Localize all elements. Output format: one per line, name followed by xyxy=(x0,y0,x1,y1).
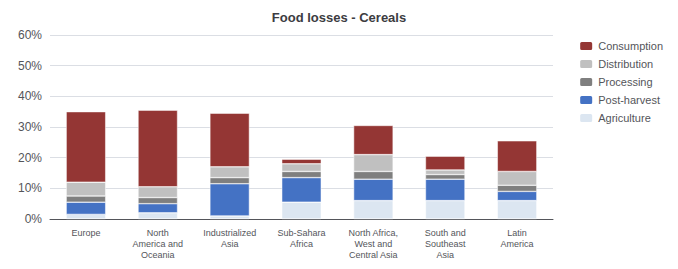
svg-text:Processing: Processing xyxy=(598,76,652,88)
svg-text:Consumption: Consumption xyxy=(598,40,663,52)
svg-text:0%: 0% xyxy=(25,212,43,226)
svg-text:America: America xyxy=(501,239,534,249)
svg-text:50%: 50% xyxy=(18,59,42,73)
svg-text:Central Asia: Central Asia xyxy=(349,250,398,260)
svg-text:Sub-Sahara: Sub-Sahara xyxy=(277,228,325,238)
svg-text:North: North xyxy=(147,228,169,238)
svg-text:Agriculture: Agriculture xyxy=(598,112,651,124)
svg-text:Industrialized: Industrialized xyxy=(203,228,256,238)
svg-text:North Africa,: North Africa, xyxy=(349,228,399,238)
svg-text:60%: 60% xyxy=(18,28,42,42)
svg-text:20%: 20% xyxy=(18,151,42,165)
svg-text:Distribution: Distribution xyxy=(598,58,653,70)
svg-text:30%: 30% xyxy=(18,120,42,134)
svg-text:Post-harvest: Post-harvest xyxy=(598,94,660,106)
svg-text:Food losses - Cereals: Food losses - Cereals xyxy=(272,10,406,25)
svg-text:Oceania: Oceania xyxy=(141,250,175,260)
svg-text:America and: America and xyxy=(133,239,184,249)
svg-text:40%: 40% xyxy=(18,89,42,103)
svg-text:10%: 10% xyxy=(18,181,42,195)
svg-text:Europe: Europe xyxy=(71,228,100,238)
svg-text:Southeast: Southeast xyxy=(425,239,466,249)
svg-text:Asia: Asia xyxy=(221,239,239,249)
svg-text:West and: West and xyxy=(354,239,392,249)
svg-text:Africa: Africa xyxy=(290,239,313,249)
svg-text:Asia: Asia xyxy=(436,250,454,260)
svg-text:South and: South and xyxy=(425,228,466,238)
svg-text:Latin: Latin xyxy=(507,228,527,238)
